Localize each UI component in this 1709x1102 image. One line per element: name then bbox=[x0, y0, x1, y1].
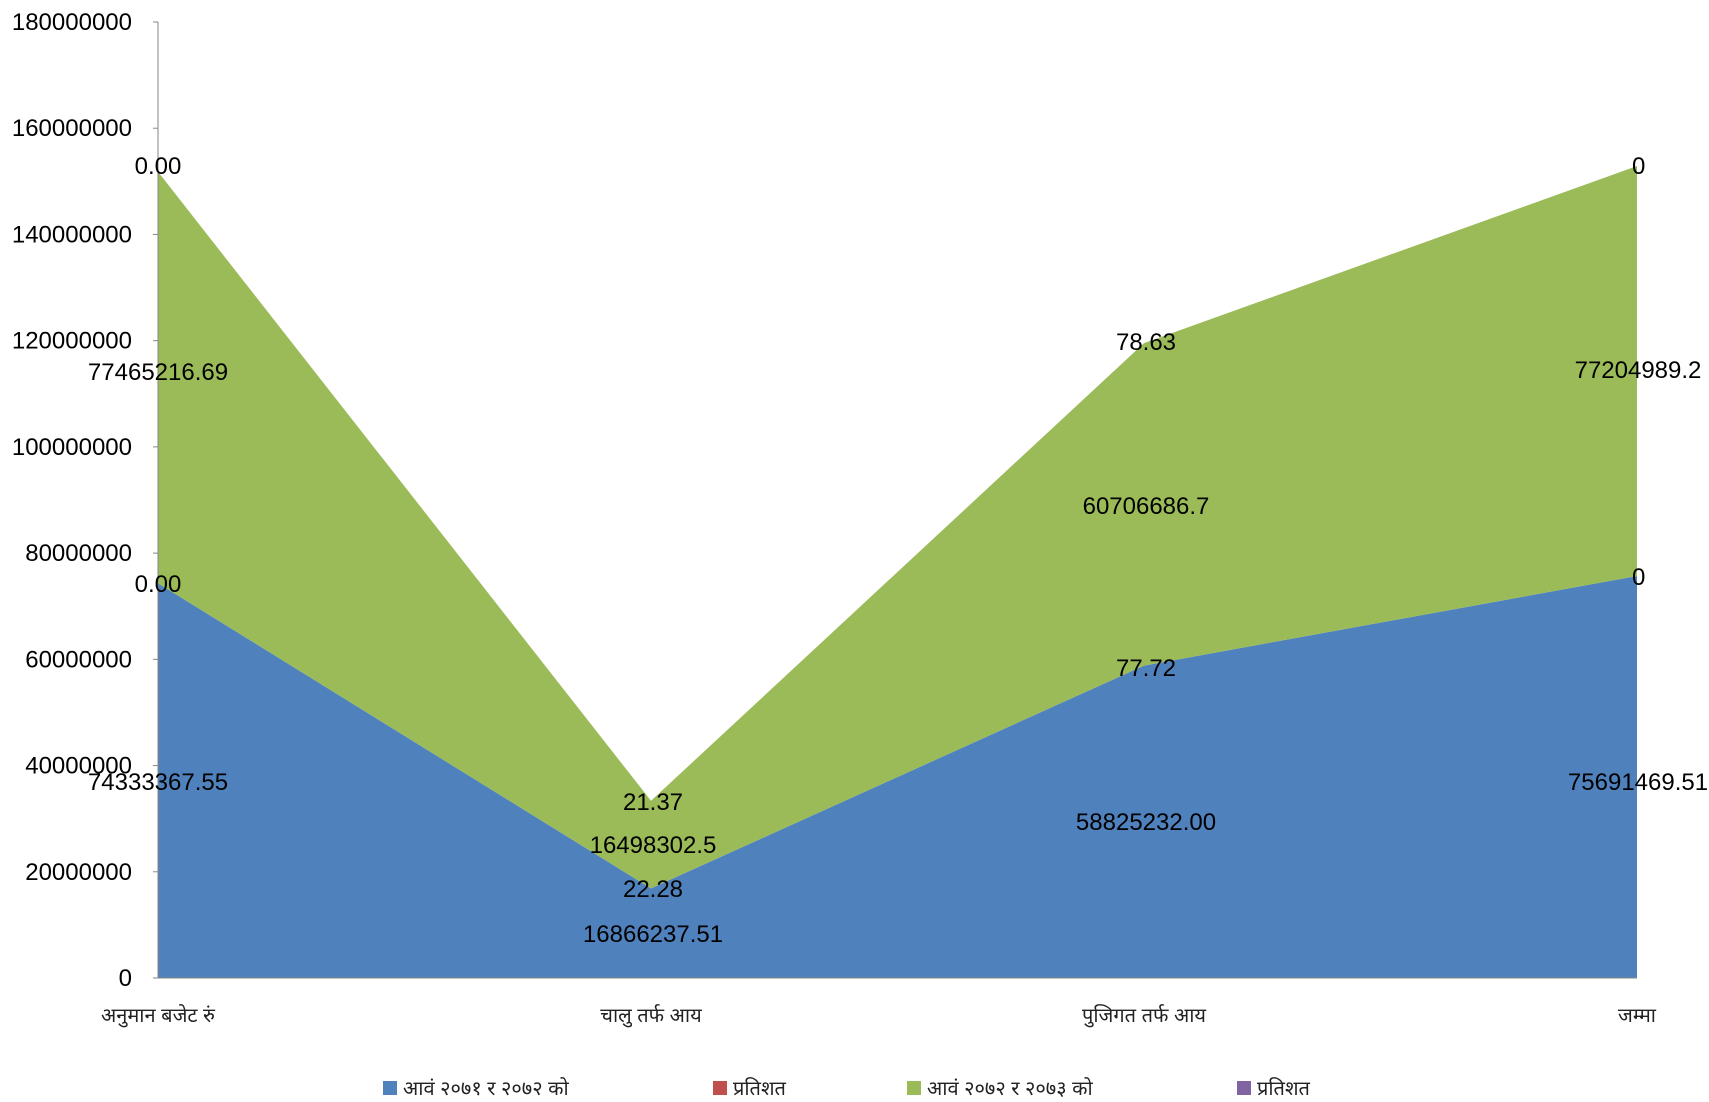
legend-label: आवं २०७२ र २०७३ को bbox=[927, 1077, 1094, 1100]
y-tick-label: 160000000 bbox=[12, 115, 132, 142]
y-tick-label: 140000000 bbox=[12, 221, 132, 248]
x-category-label: पुजिगत तर्फ आय bbox=[1082, 1004, 1206, 1028]
data-label: 16866237.51 bbox=[583, 921, 723, 948]
axis-layer: 0 20000000 40000000 60000000 80000000 1000000… bbox=[12, 9, 1657, 1028]
data-label: 60706686.7 bbox=[1083, 493, 1210, 520]
data-label: 77465216.69 bbox=[88, 359, 228, 386]
x-category-label: अनुमान बजेट रुं bbox=[101, 1004, 216, 1028]
x-category-label: चालु तर्फ आय bbox=[600, 1004, 702, 1028]
y-tick-label: 80000000 bbox=[25, 540, 132, 567]
y-tick-label: 20000000 bbox=[25, 859, 132, 886]
legend: आवं २०७१ र २०७२ को प्रतिशत आवं २०७२ र २०७३… bbox=[383, 1077, 1311, 1100]
legend-label: आवं २०७१ र २०७२ को bbox=[403, 1077, 570, 1100]
data-label: 74333367.55 bbox=[88, 769, 228, 796]
y-tick-label: 40000000 bbox=[25, 753, 132, 780]
legend-swatch bbox=[713, 1081, 727, 1095]
data-label: 0.00 bbox=[135, 153, 182, 180]
legend-swatch bbox=[383, 1081, 397, 1095]
data-label: 0 bbox=[1632, 153, 1645, 180]
data-label: 0.00 bbox=[135, 571, 182, 598]
y-tick-label: 120000000 bbox=[12, 328, 132, 355]
y-tick-label: 0 bbox=[119, 965, 132, 992]
y-tick-label: 100000000 bbox=[12, 434, 132, 461]
data-label: 58825232.00 bbox=[1076, 809, 1216, 836]
data-label: 21.37 bbox=[623, 789, 683, 816]
area-series-3 bbox=[158, 165, 1637, 889]
legend-swatch bbox=[1237, 1081, 1251, 1095]
legend-label: प्रतिशत bbox=[1257, 1077, 1311, 1100]
legend-swatch bbox=[907, 1081, 921, 1095]
data-label: 77.72 bbox=[1116, 655, 1176, 682]
data-label-layer: 74333367.55 16866237.51 58825232.00 7569146… bbox=[88, 153, 1708, 948]
y-tick-label: 60000000 bbox=[25, 646, 132, 673]
data-label: 78.63 bbox=[1116, 329, 1176, 356]
data-label: 75691469.51 bbox=[1568, 769, 1708, 796]
legend-label: प्रतिशत bbox=[733, 1077, 787, 1100]
y-tick-label: 180000000 bbox=[12, 9, 132, 36]
data-label: 22.28 bbox=[623, 876, 683, 903]
x-category-label: जम्मा bbox=[1618, 1005, 1657, 1027]
data-label: 77204989.2 bbox=[1575, 357, 1702, 384]
data-label: 16498302.5 bbox=[590, 832, 717, 859]
data-label: 0 bbox=[1632, 564, 1645, 591]
area-layer bbox=[158, 165, 1637, 978]
